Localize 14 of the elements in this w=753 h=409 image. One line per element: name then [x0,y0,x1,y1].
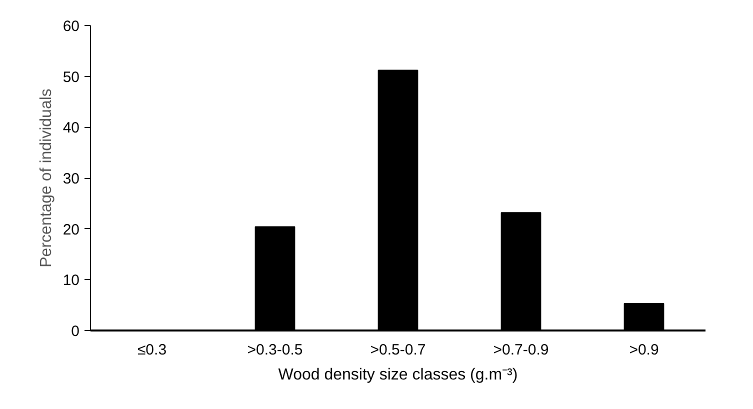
x-tick-label: >0.3-0.5 [247,342,303,358]
x-axis-title: Wood density size classes (g.m⁻³) [278,366,518,384]
x-tick-label: >0.7-0.9 [493,342,549,358]
y-tick-label: 40 [62,120,80,137]
y-tick-label: 30 [62,170,80,188]
x-tick-label: >0.9 [629,342,659,358]
y-tick-label: 10 [62,272,80,290]
y-tick-label: 50 [62,68,80,86]
y-tick-label: 0 [71,323,80,340]
y-tick-label: 60 [62,18,80,35]
y-axis-title: Percentage of individuals [38,88,55,268]
x-tick-label: ≤0.3 [137,342,167,358]
y-tick-label: 20 [62,221,80,238]
x-tick-label: >0.5-0.7 [370,342,426,358]
